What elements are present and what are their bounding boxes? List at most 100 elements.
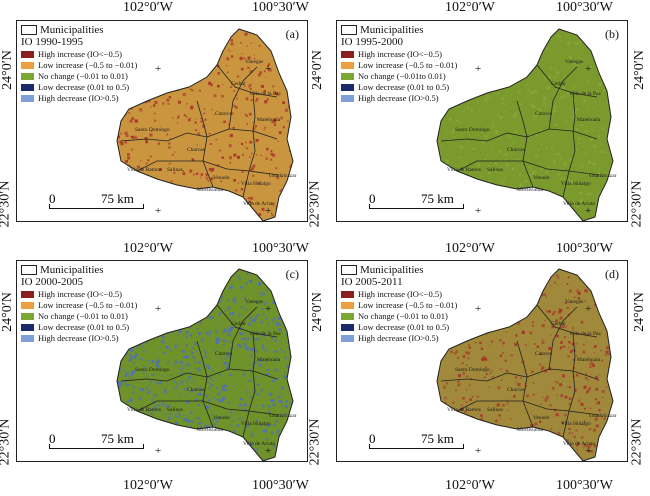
legend-swatch: [21, 302, 34, 309]
municipality-label: Villa de Ramos: [447, 407, 481, 413]
scale-distance: 75 km: [421, 431, 454, 446]
graticule-mark: +: [155, 205, 162, 217]
graticule-mark: +: [475, 63, 482, 75]
legend-header: Municipalities: [341, 264, 457, 276]
municipality-swatch: [341, 25, 357, 35]
scale-zero: 0: [49, 431, 56, 446]
municipality-label: Villa de la Paz: [569, 91, 601, 97]
legend-item-label: No change (−0.01 to 0.01): [358, 311, 448, 321]
municipality-border: [216, 64, 278, 98]
legend-item-label: High increase (IO<−0.5): [38, 49, 122, 59]
legend-swatch: [341, 313, 354, 320]
legend-swatch: [21, 291, 34, 298]
municipality-border: [228, 306, 258, 370]
municipality-border: [166, 128, 278, 142]
legend-item-label: Low decrease (0.01 to 0.5): [358, 82, 450, 92]
municipality-label: Santo Domingo: [135, 127, 170, 133]
latitude-label-a-right-bottom: 22°30′N: [307, 180, 323, 228]
panel-label: (a): [285, 27, 299, 41]
municipality-label: Salinas: [487, 407, 503, 413]
municipality-border: [440, 378, 488, 382]
legend-swatch: [21, 73, 34, 80]
latitude-label-d-bottom: 22°30′N: [629, 418, 645, 466]
graticule-mark: +: [265, 303, 272, 315]
municipality-label: Moctezuma: [197, 187, 224, 193]
municipality-label: Santo Domingo: [455, 127, 490, 133]
region-outline: [116, 268, 294, 461]
legend-period: IO 2005-2011: [341, 276, 403, 288]
legend-swatch: [341, 84, 354, 91]
longitude-label-top-right: 100°30′W: [252, 0, 309, 15]
municipality-label: Villa de la Paz: [569, 331, 601, 337]
legend-item: Low decrease (0.01 to 0.5): [341, 82, 457, 93]
panel-label: (d): [605, 267, 619, 281]
region-outline: [436, 268, 614, 461]
longitude-label-bottom-left-2: 102°0′W: [445, 478, 495, 493]
municipality-label: Villa de Ramos: [127, 407, 161, 413]
legend-header-text: Municipalities: [360, 24, 424, 36]
region-outline: [436, 28, 614, 221]
legend-swatch: [341, 324, 354, 331]
map-panel-a: Santo Domingo Catorce Charcas Villa de Ramo…: [16, 20, 308, 222]
municipality-border: [572, 332, 576, 372]
municipality-swatch: [341, 265, 357, 275]
legend-item: Low increase (−0.5 to −0.01): [21, 60, 137, 71]
map-panel-b: Santo Domingo Catorce Charcas Villa de Ramo…: [336, 20, 628, 222]
longitude-label-mid-left-2: 102°0′W: [445, 241, 495, 256]
municipality-label: Vanegas: [565, 59, 583, 65]
municipality-label: Villa de la Paz: [249, 91, 281, 97]
municipality-border: [196, 340, 214, 428]
legend-swatch: [21, 324, 34, 331]
municipality-label: Guadalcázar: [269, 173, 297, 179]
region-map: Santo Domingo Catorce Charcas Villa de Ramo…: [436, 268, 617, 461]
legend-item-label: Low increase (−0.5 to −0.01): [38, 60, 138, 70]
map-panel-d: Santo Domingo Catorce Charcas Villa de Ramo…: [336, 260, 628, 462]
municipality-label: Villa de Arista: [243, 201, 275, 207]
municipality-label: Vanegas: [245, 299, 263, 305]
municipality-label: Villa de Arista: [243, 441, 275, 447]
region-map: Santo Domingo Catorce Charcas Villa de Ramo…: [436, 28, 617, 221]
map-legend: Municipalities IO 2005-2011 High increase …: [341, 264, 457, 344]
legend-item: High increase (IO<−0.5): [341, 289, 457, 300]
region-map: Santo Domingo Catorce Charcas Villa de Ramo…: [116, 268, 297, 461]
municipality-label: Venado: [213, 175, 230, 181]
municipality-border: [120, 378, 168, 382]
municipality-label: Charcas: [187, 147, 205, 153]
region-fill: [117, 29, 293, 221]
latitude-label-a-right-top: 24°0′N: [309, 50, 325, 90]
municipality-label: Villa Hidalgo: [561, 421, 591, 427]
legend-swatch: [21, 335, 34, 342]
latitude-label-a-top: 24°0′N: [0, 50, 15, 90]
legend-item: No change (−0.01 to 0.01): [21, 311, 137, 322]
longitude-label-top-left-2: 102°0′W: [445, 0, 495, 15]
longitude-label-bottom-right-2: 100°30′W: [556, 478, 613, 493]
legend-swatch: [341, 302, 354, 309]
legend-item: Low decrease (0.01 to 0.5): [21, 322, 137, 333]
municipality-border: [120, 138, 168, 142]
legend-swatch: [21, 95, 34, 102]
municipality-label: Villa de la Paz: [249, 331, 281, 337]
municipality-label: Villa de Arista: [563, 441, 595, 447]
municipality-border: [242, 370, 256, 438]
municipality-border: [228, 66, 258, 130]
latitude-label-b-top: 24°0′N: [631, 50, 647, 90]
graticule-mark: +: [585, 445, 592, 457]
legend-item-label: No change (−0.01to 0.01): [358, 71, 446, 81]
legend-item: High decrease (IO>0.5): [341, 333, 457, 344]
graticule-mark: +: [155, 303, 162, 315]
graticule-mark: +: [475, 445, 482, 457]
legend-swatch: [341, 51, 354, 58]
municipality-border: [456, 160, 600, 176]
region-fill: [117, 269, 293, 461]
legend-swatch: [341, 62, 354, 69]
graticule-mark: +: [585, 205, 592, 217]
legend-item-label: High decrease (IO>0.5): [38, 93, 119, 103]
municipality-border: [252, 332, 256, 372]
municipality-border: [216, 304, 278, 338]
latitude-label-c-bottom: 22°30′N: [0, 418, 13, 466]
scale-distance: 75 km: [101, 431, 134, 446]
legend-swatch: [21, 84, 34, 91]
municipality-label: Catorce: [535, 351, 553, 357]
municipality-border: [562, 370, 576, 438]
legend-swatch: [21, 51, 34, 58]
